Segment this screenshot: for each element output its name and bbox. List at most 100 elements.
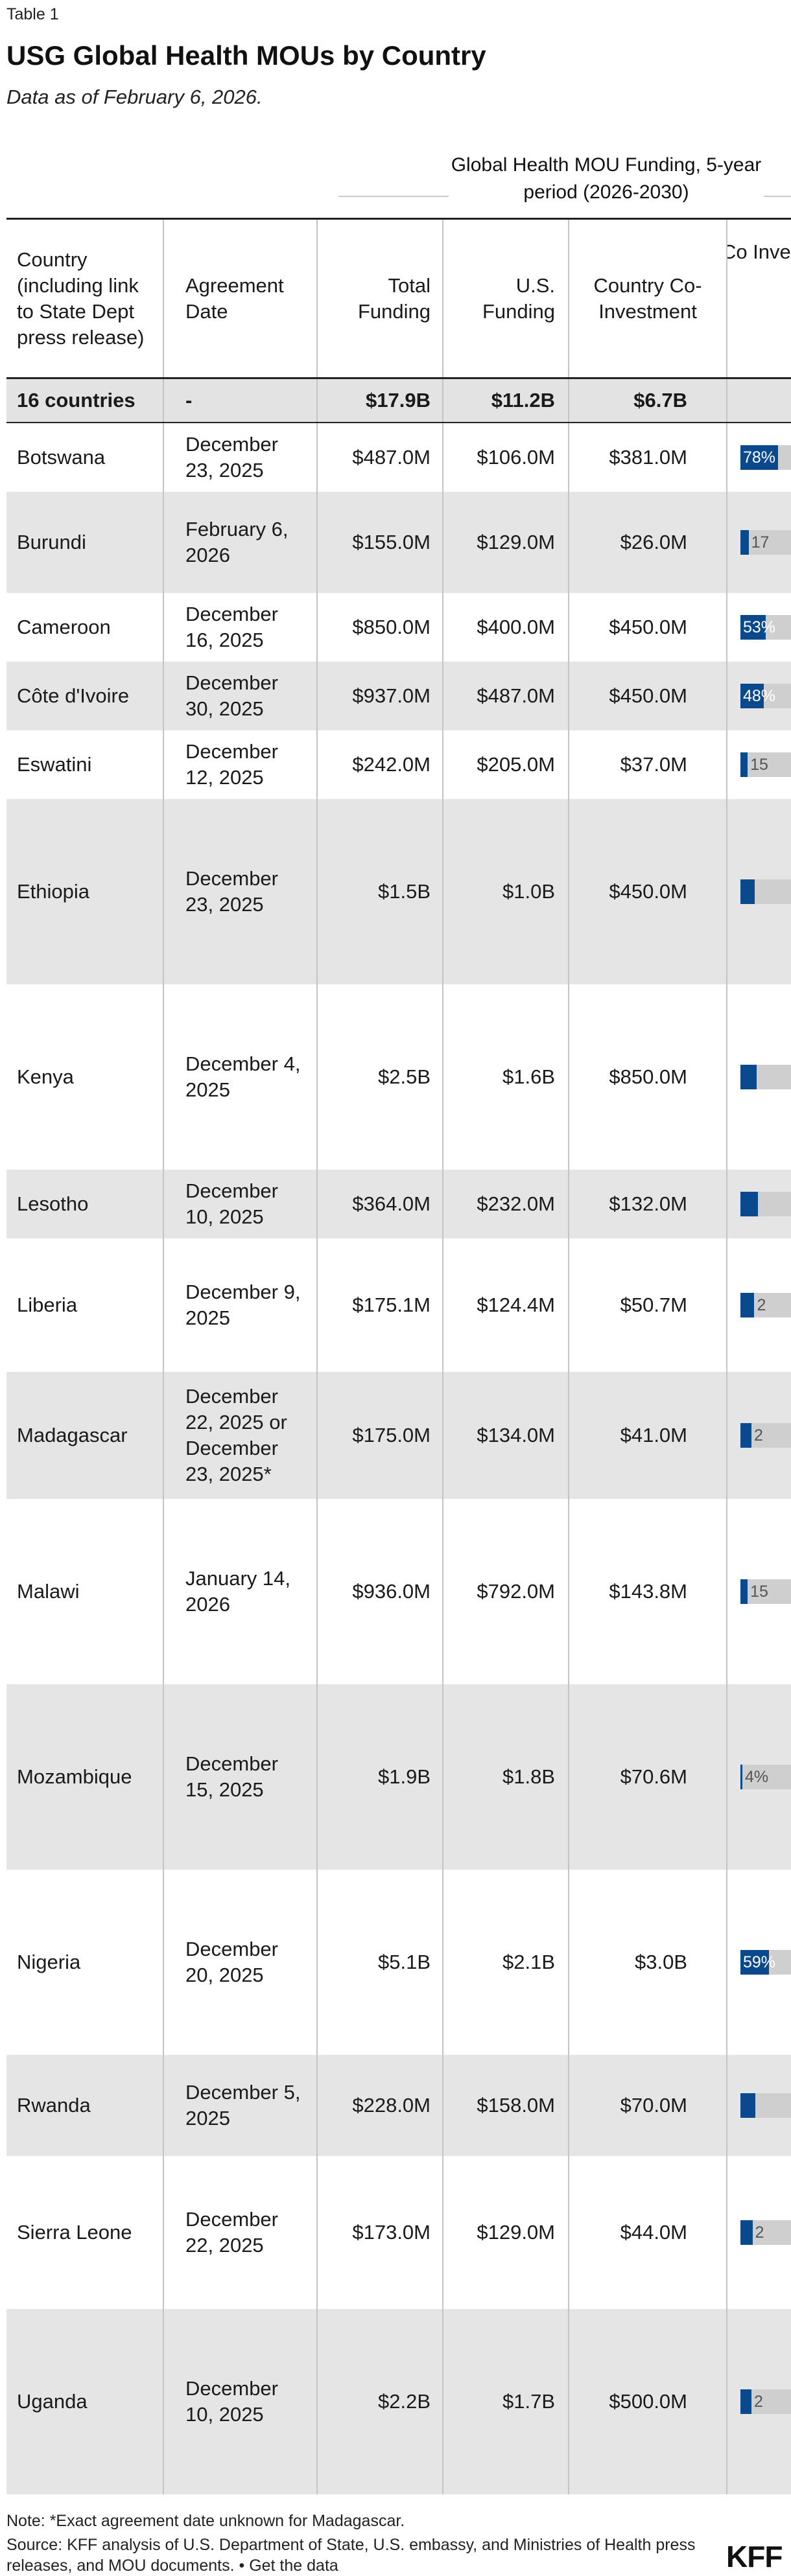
us-funding-cell: $792.0M bbox=[443, 1499, 569, 1684]
country-cell[interactable]: Rwanda bbox=[6, 2055, 164, 2156]
co-investment-share-cell: 4% bbox=[727, 1684, 791, 1870]
us-funding-cell: $1.7B bbox=[443, 2309, 569, 2494]
country-cell[interactable]: Uganda bbox=[6, 2309, 164, 2494]
country-cell[interactable]: Liberia bbox=[6, 1238, 164, 1372]
co-investment-share-cell: 2 bbox=[727, 2309, 791, 2494]
total-funding-cell: $5.1B bbox=[318, 1870, 443, 2055]
us-funding-cell: $232.0M bbox=[443, 1170, 569, 1238]
header-us-funding[interactable]: U.S. Funding bbox=[443, 220, 569, 377]
header-country[interactable]: Country (including link to State Dept pr… bbox=[6, 220, 164, 377]
total-funding-cell: $173.0M bbox=[318, 2156, 443, 2309]
header-co-investment-share[interactable]: Co Inve S bbox=[727, 240, 791, 263]
summary-country: 16 countries bbox=[6, 379, 164, 422]
co-investment-cell: $3.0B bbox=[569, 1870, 727, 2055]
agreement-date-cell: December 30, 2025 bbox=[164, 662, 318, 730]
share-bar-fill bbox=[740, 1192, 758, 1216]
share-bar-fill bbox=[740, 2220, 753, 2245]
us-funding-cell: $400.0M bbox=[443, 593, 569, 662]
share-bar-track bbox=[740, 2093, 791, 2118]
header-total-funding[interactable]: Total Funding bbox=[318, 220, 443, 377]
table-row: Mozambique December 15, 2025 $1.9B $1.8B $70… bbox=[6, 1684, 791, 1870]
co-investment-cell: $132.0M bbox=[569, 1170, 727, 1238]
share-bar-fill bbox=[740, 1065, 757, 1089]
co-investment-cell: $450.0M bbox=[569, 593, 727, 662]
total-funding-cell: $175.1M bbox=[318, 1238, 443, 1372]
co-investment-share-cell bbox=[727, 1170, 791, 1238]
share-bar-track bbox=[740, 1065, 791, 1089]
share-bar-track: 4% bbox=[740, 1765, 791, 1789]
country-cell[interactable]: Ethiopia bbox=[6, 799, 164, 984]
total-funding-cell: $936.0M bbox=[318, 1499, 443, 1684]
co-investment-share-cell: 59% bbox=[727, 1870, 791, 2055]
share-bar-label: 2 bbox=[757, 1296, 766, 1314]
country-cell[interactable]: Madagascar bbox=[6, 1372, 164, 1499]
us-funding-cell: $205.0M bbox=[443, 730, 569, 799]
table-subtitle: Data as of February 6, 2026. bbox=[6, 86, 263, 108]
co-investment-share-cell bbox=[727, 984, 791, 1170]
country-cell[interactable]: Cameroon bbox=[6, 593, 164, 662]
table-row: Kenya December 4, 2025 $2.5B $1.6B $850.0M bbox=[6, 984, 791, 1170]
us-funding-cell: $129.0M bbox=[443, 2156, 569, 2309]
share-bar-track: 2 bbox=[740, 2220, 791, 2245]
share-bar-track: 15 bbox=[740, 1579, 791, 1604]
share-bar-track: 15 bbox=[740, 752, 791, 777]
co-investment-share-cell bbox=[727, 2055, 791, 2156]
co-investment-cell: $26.0M bbox=[569, 492, 727, 593]
country-cell[interactable]: Kenya bbox=[6, 984, 164, 1170]
agreement-date-cell: January 14, 2026 bbox=[164, 1499, 318, 1684]
country-cell[interactable]: Eswatini bbox=[6, 730, 164, 799]
mou-table: Country (including link to State Dept pr… bbox=[6, 218, 791, 2494]
table-body: Botswana December 23, 2025 $487.0M $106.0M $… bbox=[6, 423, 791, 2494]
share-bar-fill bbox=[740, 2389, 752, 2414]
us-funding-cell: $124.4M bbox=[443, 1238, 569, 1372]
table-row: Madagascar December 22, 2025 or December … bbox=[6, 1372, 791, 1499]
country-cell[interactable]: Côte d'Ivoire bbox=[6, 662, 164, 730]
share-bar-track: 53% bbox=[740, 615, 791, 640]
table-row: Cameroon December 16, 2025 $850.0M $400.0M $… bbox=[6, 593, 791, 662]
country-cell[interactable]: Malawi bbox=[6, 1499, 164, 1684]
total-funding-cell: $937.0M bbox=[318, 662, 443, 730]
table-row: Côte d'Ivoire December 30, 2025 $937.0M $48… bbox=[6, 662, 791, 730]
country-cell[interactable]: Botswana bbox=[6, 423, 164, 492]
country-cell[interactable]: Burundi bbox=[6, 492, 164, 593]
share-bar-fill bbox=[740, 615, 766, 640]
agreement-date-cell: December 23, 2025 bbox=[164, 799, 318, 984]
co-investment-share-cell: 15 bbox=[727, 1499, 791, 1684]
group-header: Global Health MOU Funding, 5-year period… bbox=[451, 154, 762, 203]
group-header-rule-right bbox=[764, 196, 791, 197]
country-cell[interactable]: Nigeria bbox=[6, 1870, 164, 2055]
co-investment-cell: $41.0M bbox=[569, 1372, 727, 1499]
total-funding-cell: $242.0M bbox=[318, 730, 443, 799]
header-country-co-investment[interactable]: Country Co-Investment bbox=[569, 220, 727, 377]
country-cell[interactable]: Sierra Leone bbox=[6, 2156, 164, 2309]
co-investment-cell: $850.0M bbox=[569, 984, 727, 1170]
share-bar-track: 48% bbox=[740, 684, 791, 708]
share-bar-track: 2 bbox=[740, 2389, 791, 2414]
share-bar-label: 48% bbox=[743, 687, 776, 705]
total-funding-cell: $850.0M bbox=[318, 593, 443, 662]
country-cell[interactable]: Lesotho bbox=[6, 1170, 164, 1238]
table-row: Ethiopia December 23, 2025 $1.5B $1.0B $450.… bbox=[6, 799, 791, 984]
co-investment-cell: $450.0M bbox=[569, 662, 727, 730]
share-bar-fill bbox=[740, 1765, 742, 1789]
agreement-date-cell: December 5, 2025 bbox=[164, 2055, 318, 2156]
agreement-date-cell: December 4, 2025 bbox=[164, 984, 318, 1170]
country-cell[interactable]: Mozambique bbox=[6, 1684, 164, 1870]
agreement-date-cell: December 12, 2025 bbox=[164, 730, 318, 799]
us-funding-cell: $1.8B bbox=[443, 1684, 569, 1870]
agreement-date-cell: December 23, 2025 bbox=[164, 423, 318, 492]
us-funding-cell: $129.0M bbox=[443, 492, 569, 593]
share-bar-fill bbox=[740, 684, 764, 708]
share-bar-fill bbox=[740, 752, 748, 777]
co-investment-share-cell bbox=[727, 799, 791, 984]
share-bar-label: 59% bbox=[743, 1953, 776, 1971]
share-bar-track: 59% bbox=[740, 1950, 791, 1975]
share-bar-label: 17 bbox=[751, 533, 770, 551]
co-investment-cell: $381.0M bbox=[569, 423, 727, 492]
agreement-date-cell: December 10, 2025 bbox=[164, 2309, 318, 2494]
agreement-date-cell: December 22, 2025 or December 23, 2025* bbox=[164, 1372, 318, 1499]
share-bar-track: 17 bbox=[740, 530, 791, 555]
table-row: Eswatini December 12, 2025 $242.0M $205.0M $… bbox=[6, 730, 791, 799]
share-bar-label: 15 bbox=[750, 756, 768, 774]
header-agreement-date[interactable]: Agreement Date bbox=[164, 220, 318, 377]
